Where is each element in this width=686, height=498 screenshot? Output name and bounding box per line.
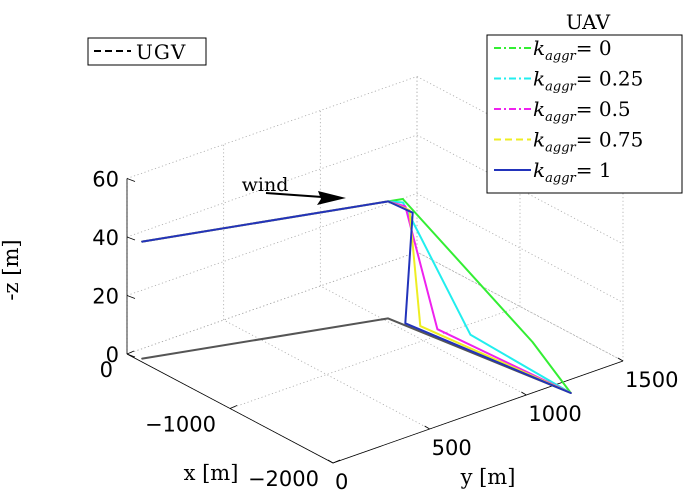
- gridline-y-floor: [223, 319, 430, 430]
- tick-mark-z: [126, 295, 136, 299]
- gridline-z: [126, 134, 418, 238]
- gridline-z: [126, 193, 418, 296]
- tick-label-x: 0: [100, 358, 113, 382]
- gridline-z: [126, 76, 418, 179]
- series-line-5: [141, 200, 572, 394]
- tick-label-x: −1000: [145, 413, 216, 437]
- tick-label-y: 1000: [528, 402, 581, 426]
- tick-mark-x: [229, 405, 238, 409]
- axis-label-z: -z [m]: [0, 239, 23, 300]
- legend-ugv: UGV: [87, 37, 207, 66]
- legend-label-ugv: UGV: [136, 40, 186, 64]
- tick-mark-z: [126, 353, 136, 358]
- legend-label-2: kaggr= 0.5: [533, 97, 631, 125]
- legend-box: [486, 34, 683, 194]
- series-layer: [141, 198, 572, 394]
- axis-y-line: [332, 360, 624, 464]
- annotation-layer: wind: [242, 174, 346, 205]
- tick-mark-z: [126, 236, 136, 241]
- axis-label-y: y [m]: [460, 465, 516, 489]
- tick-label-z: 60: [92, 168, 119, 192]
- tick-label-y: 1500: [625, 368, 678, 392]
- tick-label-z: 0: [106, 343, 119, 367]
- legend-label-0: kaggr= 0: [533, 36, 612, 64]
- tick-mark-z: [126, 178, 136, 182]
- gridline-x-floor: [126, 251, 418, 355]
- axis-labels: x [m] y [m] -z [m]: [0, 239, 515, 489]
- tick-label-y: 500: [432, 436, 472, 460]
- tick-mark-y: [617, 357, 624, 362]
- gridline-z: [126, 251, 418, 355]
- tick-mark-y: [424, 425, 430, 430]
- wind-label: wind: [242, 174, 289, 196]
- tick-label-z: 20: [92, 285, 119, 309]
- legend-label-4: kaggr= 1: [533, 158, 612, 186]
- gridline-x-floor: [229, 306, 521, 409]
- axes-box: [126, 178, 624, 464]
- tick-mark-x: [126, 350, 135, 355]
- tick-label-x: −2000: [248, 467, 319, 491]
- tick-label-z: 40: [92, 226, 119, 250]
- wind-arrow-head: [317, 191, 346, 205]
- tick-label-y: 0: [335, 470, 348, 493]
- legend-title-uav: UAV: [566, 10, 611, 34]
- tick-mark-y: [327, 459, 334, 464]
- tick-labels: 0 20 40 60 0 −1000 −2000 0 500 1000 1500: [92, 168, 678, 495]
- tick-mark-y: [521, 391, 527, 396]
- axis-label-x: x [m]: [184, 461, 239, 485]
- legend-label-3: kaggr= 0.75: [533, 128, 643, 156]
- tick-mark-x: [332, 459, 341, 464]
- legend-label-1: kaggr= 0.25: [533, 67, 643, 95]
